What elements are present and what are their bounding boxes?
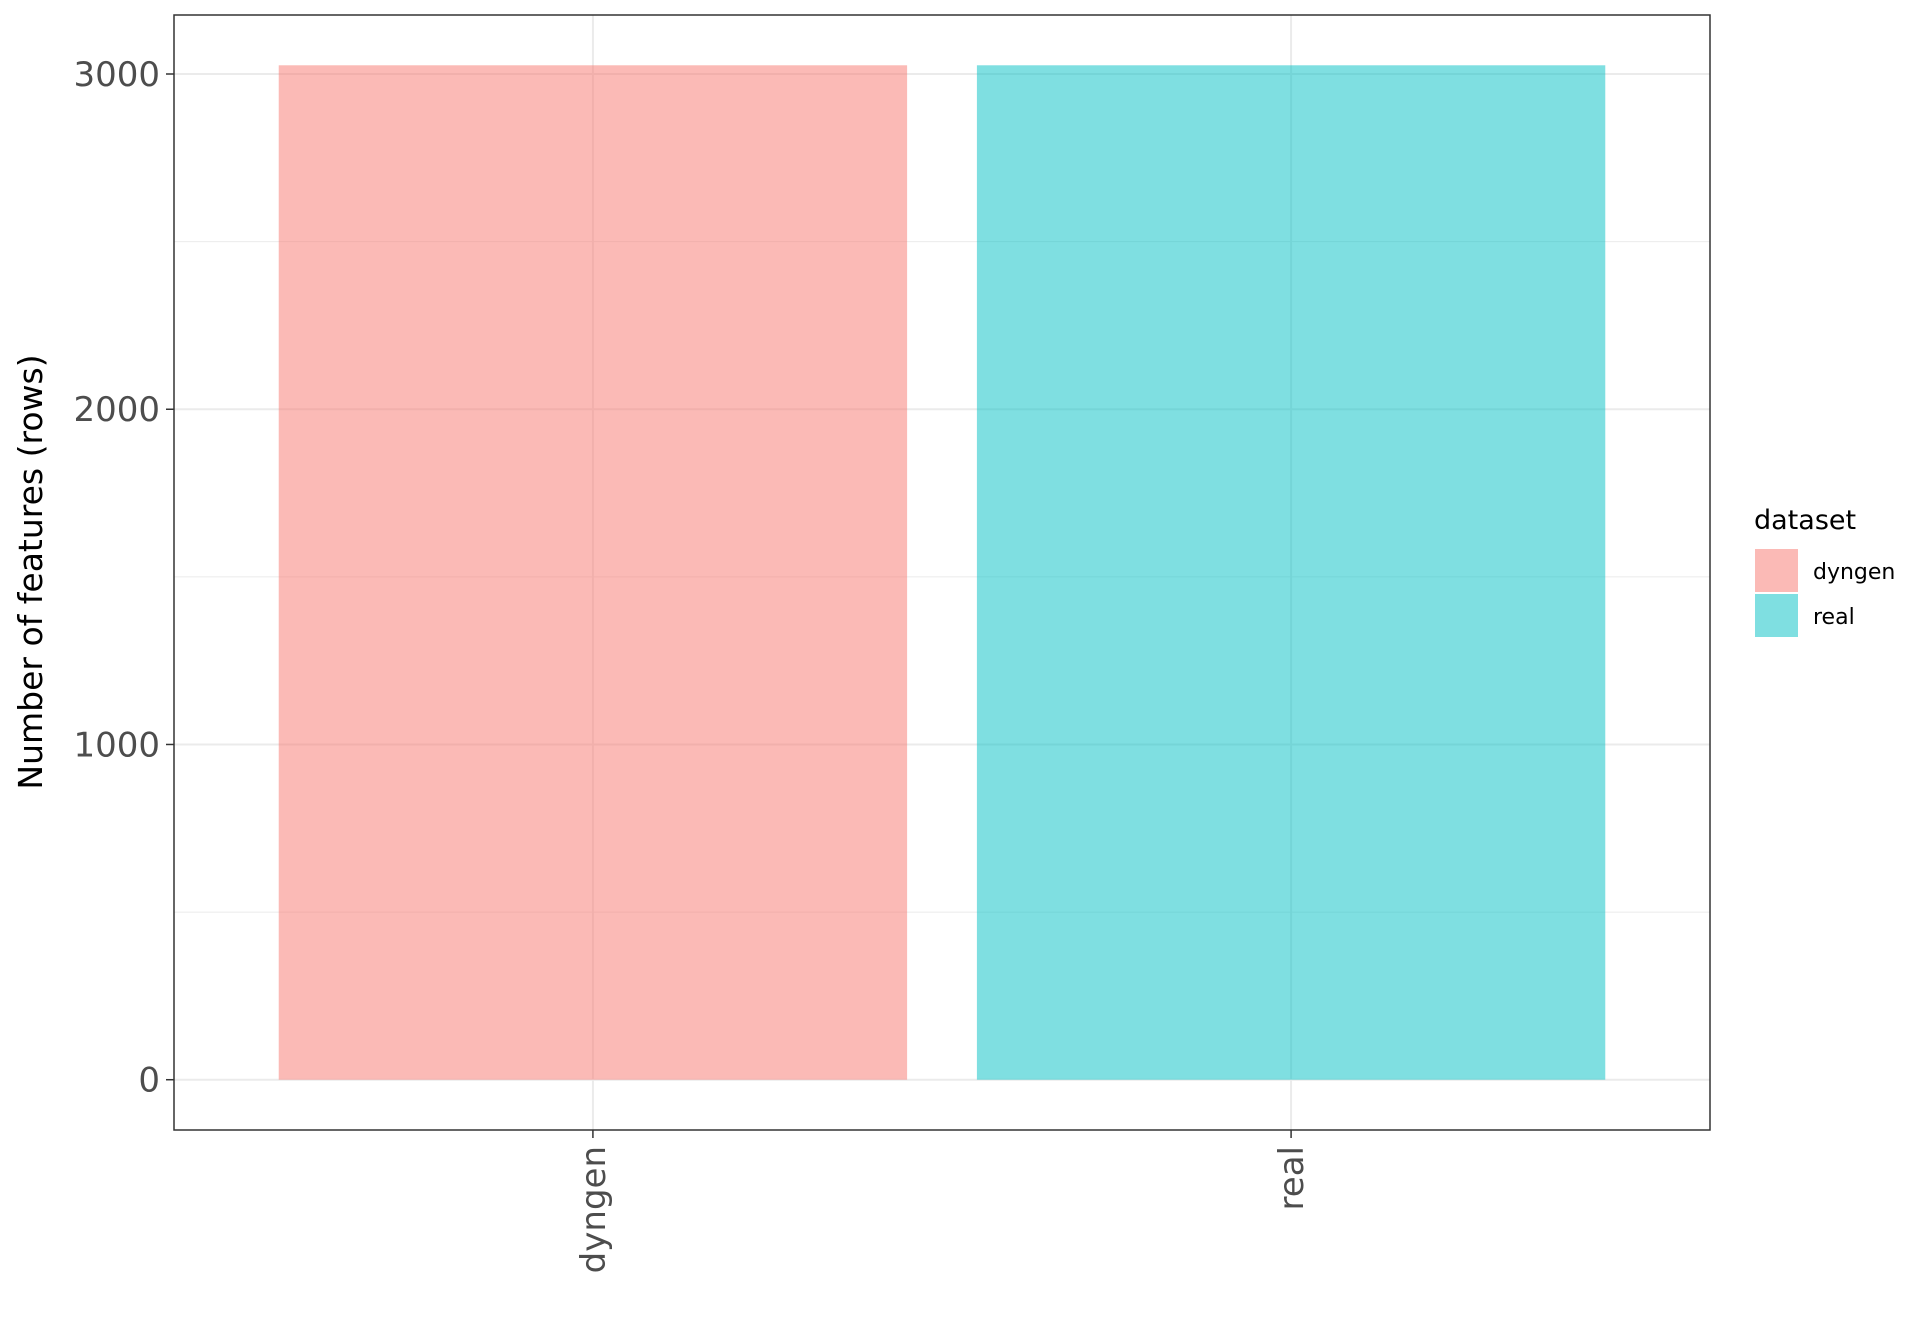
legend-label-dyngen: dyngen bbox=[1813, 560, 1895, 585]
x-tick-label: real bbox=[1272, 1146, 1312, 1210]
legend-label-real: real bbox=[1813, 605, 1855, 630]
x-tick-label: dyngen bbox=[574, 1146, 614, 1273]
plot-panel-border bbox=[173, 14, 1711, 1131]
y-tick-label: 2000 bbox=[73, 390, 160, 430]
y-tick-label: 0 bbox=[138, 1061, 160, 1101]
y-axis-title: Number of features (rows) bbox=[11, 354, 50, 789]
y-tick-label: 1000 bbox=[73, 725, 160, 765]
bar-real bbox=[976, 65, 1606, 1080]
x-axis: dyngen real bbox=[574, 1130, 1312, 1273]
legend-key-real bbox=[1755, 594, 1798, 637]
bars bbox=[278, 65, 1606, 1080]
legend-title: dataset bbox=[1754, 505, 1856, 536]
y-axis: 0 1000 2000 3000 bbox=[73, 55, 174, 1101]
legend-key-dyngen bbox=[1755, 549, 1798, 592]
y-tick-label: 3000 bbox=[73, 55, 160, 95]
legend: dataset dyngen real bbox=[1754, 505, 1895, 637]
bar-dyngen bbox=[278, 65, 908, 1080]
